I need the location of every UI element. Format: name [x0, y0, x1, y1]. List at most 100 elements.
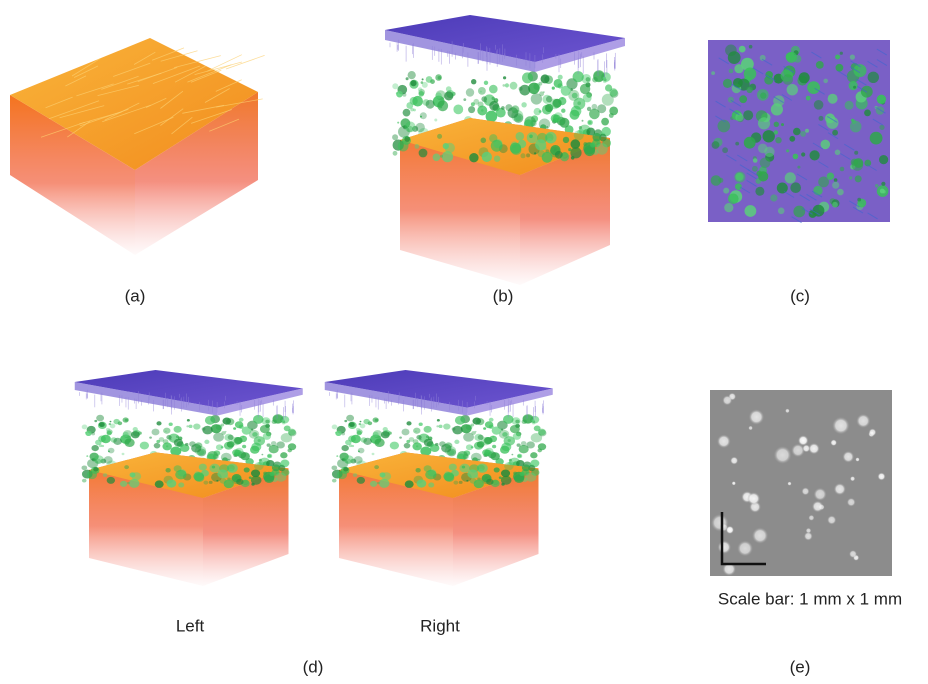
spot — [856, 414, 870, 428]
green-cluster — [879, 155, 888, 164]
spot — [827, 515, 836, 524]
green-cluster — [723, 79, 732, 88]
spot — [774, 446, 792, 464]
spot — [808, 515, 814, 521]
green-cluster — [734, 64, 743, 73]
green-cluster — [793, 154, 799, 160]
green-cluster — [834, 178, 838, 182]
spot — [802, 487, 810, 495]
green-cluster — [823, 79, 828, 84]
stack-view — [385, 15, 625, 285]
spot — [808, 443, 819, 454]
green-cluster — [787, 84, 798, 95]
green-cluster — [849, 176, 852, 179]
spot — [812, 501, 824, 513]
green-cluster — [799, 72, 810, 83]
green-cluster — [786, 149, 789, 152]
green-cluster — [718, 120, 731, 133]
green-cluster — [814, 100, 824, 110]
green-cluster — [789, 136, 795, 142]
green-cluster — [877, 95, 886, 104]
green-cluster — [876, 106, 885, 115]
green-cluster — [853, 86, 856, 89]
caption: Scale bar: 1 mm x 1 mm — [718, 589, 902, 608]
green-cluster — [881, 182, 885, 186]
panel-c: (c) — [708, 40, 890, 305]
green-cluster — [868, 72, 879, 83]
green-cluster — [770, 194, 777, 201]
stack-view-left — [75, 370, 303, 586]
green-cluster — [755, 187, 764, 196]
spot — [878, 473, 886, 481]
green-cluster — [735, 183, 742, 190]
green-cluster — [711, 71, 715, 75]
green-cluster — [816, 61, 824, 69]
page: (a) (b) (c) Left Right (d) Scale bar: 1 … — [0, 0, 928, 684]
spot — [726, 526, 734, 534]
spot — [747, 492, 760, 505]
spot — [830, 439, 837, 446]
panel-d: Left Right (d) — [75, 370, 553, 676]
green-cluster — [835, 150, 841, 156]
green-cluster — [760, 158, 771, 169]
green-cluster — [797, 166, 800, 169]
spot — [847, 498, 856, 507]
green-cluster — [753, 158, 758, 163]
spot — [832, 417, 850, 435]
panel-label: (b) — [493, 286, 514, 305]
green-cluster — [744, 137, 756, 149]
green-cluster — [758, 117, 770, 129]
green-cluster — [771, 103, 783, 115]
green-cluster — [832, 182, 839, 189]
panel-label: (e) — [790, 657, 811, 676]
green-cluster — [828, 94, 838, 104]
spot — [749, 409, 765, 425]
green-cluster — [850, 55, 855, 60]
green-cluster — [793, 206, 805, 218]
green-cluster — [813, 186, 822, 195]
green-cluster — [781, 123, 784, 126]
spot — [798, 435, 809, 446]
spot — [730, 457, 738, 465]
green-cluster — [790, 182, 801, 193]
spot — [748, 426, 753, 431]
panel-b: (b) — [385, 15, 625, 305]
green-cluster — [725, 45, 737, 57]
green-cluster — [840, 167, 845, 172]
spot — [737, 540, 753, 556]
green-cluster — [746, 87, 752, 93]
green-cluster — [724, 203, 733, 212]
green-cluster — [785, 172, 796, 183]
panel-e: Scale bar: 1 mm x 1 mm (e) — [710, 390, 902, 676]
green-cluster — [757, 89, 769, 101]
green-cluster — [827, 173, 834, 180]
view-label: Left — [176, 616, 205, 635]
green-cluster — [882, 190, 885, 193]
green-cluster — [800, 131, 806, 137]
green-cluster — [870, 132, 883, 145]
stack-view-right — [325, 370, 553, 586]
green-cluster — [832, 202, 838, 208]
spot — [785, 409, 790, 414]
green-cluster — [793, 128, 801, 136]
green-cluster — [807, 81, 820, 94]
green-cluster — [845, 101, 854, 110]
spot — [752, 527, 768, 543]
green-cluster — [801, 152, 805, 156]
panel-label: (c) — [790, 286, 810, 305]
green-cluster — [855, 175, 862, 182]
green-cluster — [778, 208, 785, 215]
green-cluster — [734, 172, 745, 183]
green-cluster — [849, 81, 858, 90]
green-cluster — [854, 151, 858, 155]
green-cluster — [864, 110, 871, 117]
green-cluster — [722, 147, 728, 153]
green-cluster — [851, 119, 854, 122]
green-cluster — [739, 46, 746, 53]
view-label: Right — [420, 616, 460, 635]
green-cluster — [836, 64, 844, 72]
spot — [869, 428, 877, 436]
green-cluster — [712, 141, 720, 149]
spot — [722, 395, 732, 405]
green-cluster — [821, 140, 831, 150]
